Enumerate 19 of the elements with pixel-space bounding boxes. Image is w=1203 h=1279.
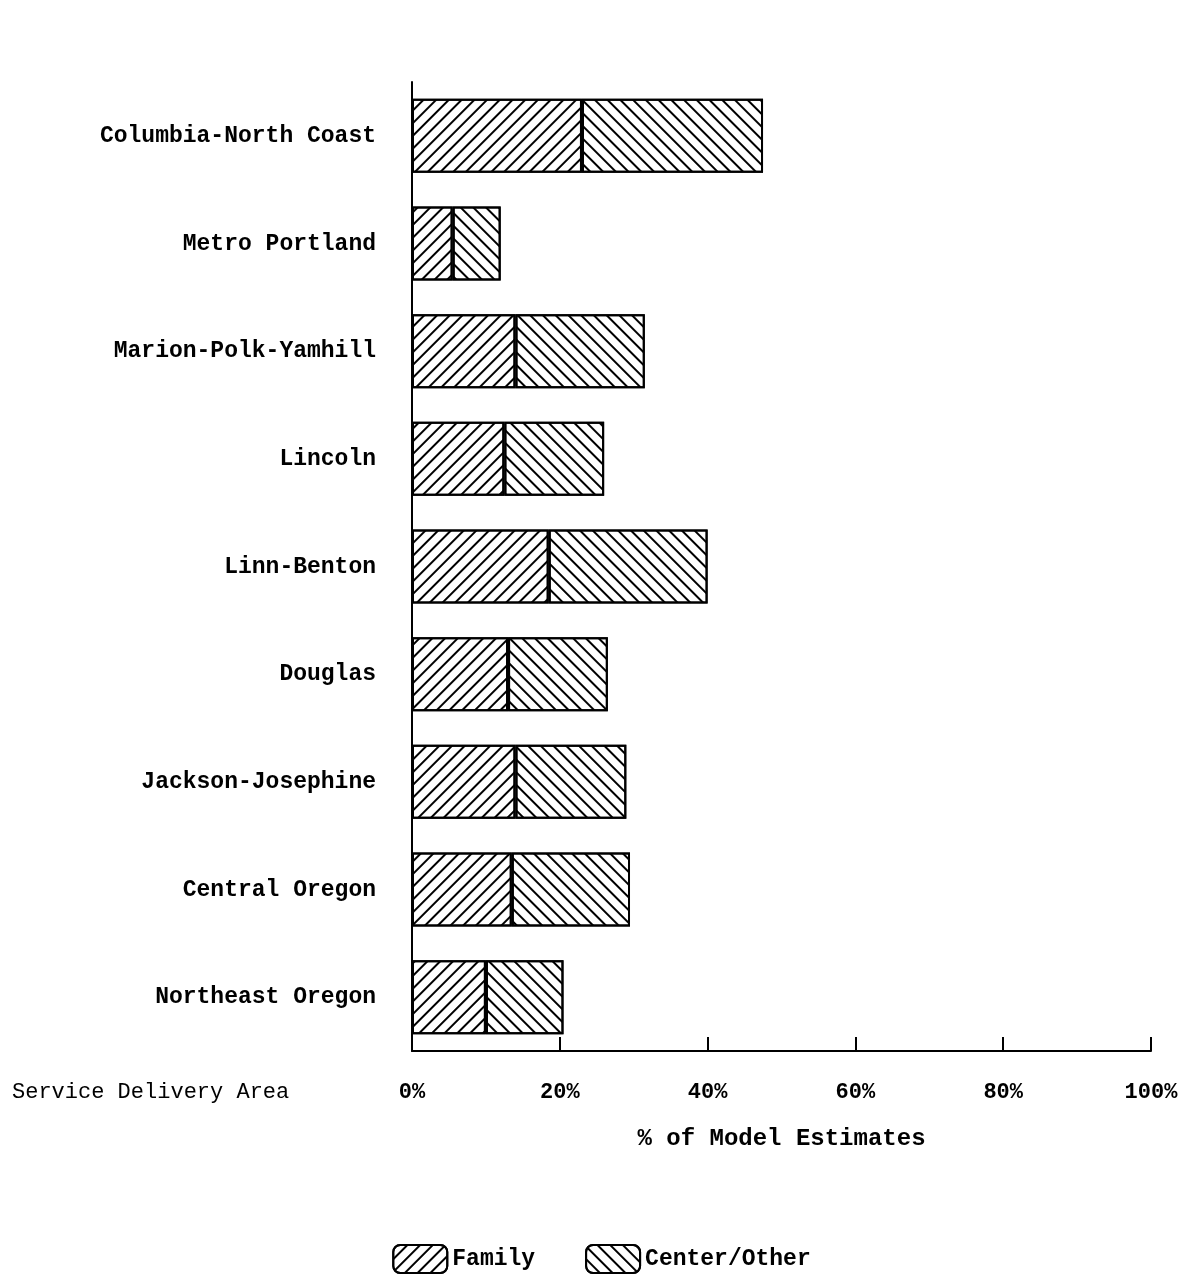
y-tick-label: Jackson-Josephine [141, 768, 376, 795]
x-tick-label: 60% [835, 1079, 876, 1105]
y-tick-label: Linn-Benton [224, 553, 376, 580]
x-axis-title: % of Model Estimates [637, 1124, 926, 1152]
x-tick-label: 0% [398, 1079, 426, 1105]
y-tick-label: Douglas [279, 661, 376, 688]
legend-label: Family [452, 1246, 536, 1272]
y-axis-title: Service Delivery Area [12, 1079, 290, 1105]
x-tick-label: 80% [983, 1079, 1024, 1105]
y-tick-label: Lincoln [279, 445, 376, 472]
y-tick-label: Columbia-North Coast [99, 122, 376, 149]
x-tick-label: 40% [687, 1079, 729, 1105]
y-tick-label: Northeast Oregon [155, 984, 376, 1011]
x-tick-label: 100% [1124, 1079, 1179, 1105]
y-tick-label: Central Oregon [182, 876, 376, 903]
y-tick-label: Metro Portland [182, 230, 376, 257]
y-tick-label: Marion-Polk-Yamhill [113, 338, 376, 365]
x-tick-label: 20% [540, 1079, 581, 1105]
legend-label: Center/Other [645, 1246, 811, 1272]
